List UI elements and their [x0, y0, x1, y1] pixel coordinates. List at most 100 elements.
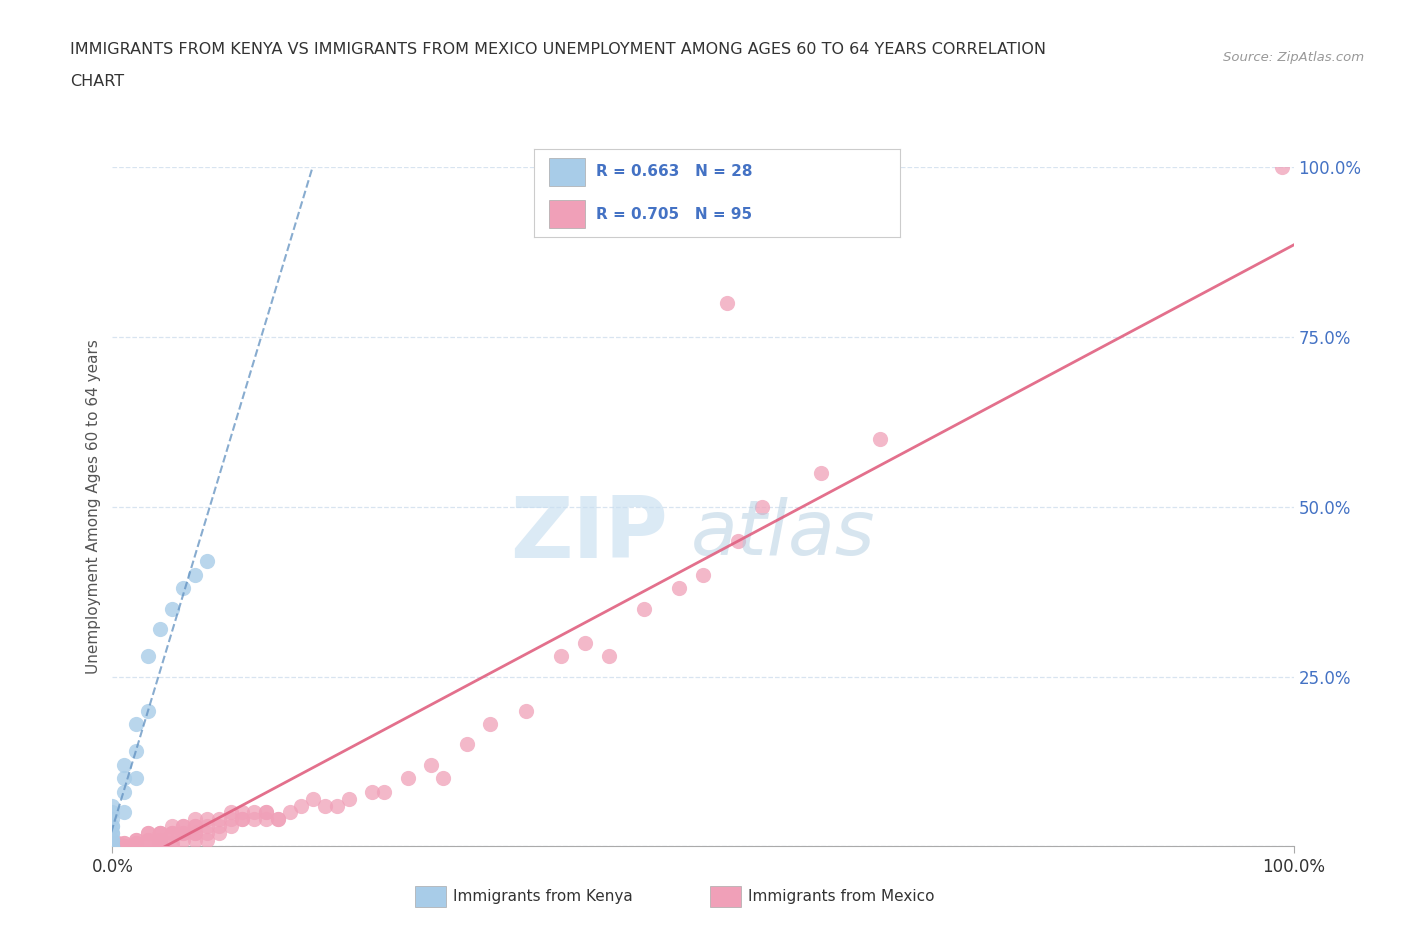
Point — [810, 466, 832, 481]
Point — [107, 839, 129, 854]
Point — [149, 832, 172, 847]
Point — [184, 825, 207, 840]
Point — [219, 805, 242, 820]
Point — [208, 818, 231, 833]
Point — [195, 832, 218, 847]
Point — [112, 835, 135, 850]
Point — [149, 621, 172, 636]
Point — [136, 832, 159, 847]
Point — [125, 744, 148, 759]
Text: IMMIGRANTS FROM KENYA VS IMMIGRANTS FROM MEXICO UNEMPLOYMENT AMONG AGES 60 TO 64: IMMIGRANTS FROM KENYA VS IMMIGRANTS FROM… — [70, 42, 1046, 57]
Point — [172, 818, 194, 833]
Point — [243, 812, 266, 827]
Point — [112, 771, 135, 786]
Point — [184, 567, 207, 582]
Point — [160, 835, 183, 850]
Point — [373, 785, 395, 800]
Point — [101, 839, 124, 854]
Point — [326, 798, 349, 813]
Point — [254, 812, 277, 827]
Point — [107, 835, 129, 850]
Point — [101, 839, 124, 854]
Point — [231, 812, 253, 827]
Point — [456, 737, 478, 752]
Point — [432, 771, 454, 786]
Point — [101, 832, 124, 847]
Point — [598, 649, 620, 664]
Point — [136, 649, 159, 664]
Point — [125, 832, 148, 847]
Point — [149, 825, 172, 840]
Point — [149, 835, 172, 850]
Point — [101, 839, 124, 854]
Point — [515, 703, 537, 718]
Point — [136, 825, 159, 840]
Point — [172, 818, 194, 833]
Point — [716, 296, 738, 311]
Point — [254, 805, 277, 820]
Point — [254, 805, 277, 820]
Point — [112, 835, 135, 850]
Text: Immigrants from Mexico: Immigrants from Mexico — [748, 889, 935, 904]
Point — [101, 839, 124, 854]
Point — [101, 839, 124, 854]
Point — [184, 812, 207, 827]
Point — [1271, 160, 1294, 175]
Point — [112, 839, 135, 854]
Point — [107, 839, 129, 854]
Point — [112, 839, 135, 854]
Point — [149, 839, 172, 854]
Point — [184, 818, 207, 833]
Text: CHART: CHART — [70, 74, 124, 89]
Text: R = 0.705   N = 95: R = 0.705 N = 95 — [596, 206, 752, 221]
Point — [160, 818, 183, 833]
Point — [112, 757, 135, 772]
Point — [125, 771, 148, 786]
Point — [361, 785, 384, 800]
Text: Source: ZipAtlas.com: Source: ZipAtlas.com — [1223, 51, 1364, 64]
Point — [160, 825, 183, 840]
Point — [574, 635, 596, 650]
FancyBboxPatch shape — [548, 158, 585, 186]
Point — [231, 805, 253, 820]
Point — [195, 825, 218, 840]
Point — [231, 812, 253, 827]
Point — [101, 832, 124, 847]
Point — [149, 825, 172, 840]
Point — [101, 835, 124, 850]
Point — [149, 825, 172, 840]
Point — [267, 812, 290, 827]
Point — [219, 818, 242, 833]
Point — [125, 835, 148, 850]
Point — [112, 839, 135, 854]
Point — [136, 825, 159, 840]
Point — [290, 798, 312, 813]
Point — [125, 835, 148, 850]
Point — [136, 703, 159, 718]
Point — [420, 757, 443, 772]
Point — [479, 717, 502, 732]
Point — [219, 812, 242, 827]
Point — [751, 499, 773, 514]
Point — [172, 832, 194, 847]
Point — [101, 818, 124, 833]
Point — [243, 805, 266, 820]
Point — [172, 581, 194, 596]
Point — [112, 805, 135, 820]
Point — [136, 839, 159, 854]
Point — [101, 839, 124, 854]
Point — [136, 832, 159, 847]
Point — [692, 567, 714, 582]
Text: R = 0.663   N = 28: R = 0.663 N = 28 — [596, 165, 754, 179]
Text: Immigrants from Kenya: Immigrants from Kenya — [453, 889, 633, 904]
Point — [160, 825, 183, 840]
Point — [101, 839, 124, 854]
Point — [267, 812, 290, 827]
Point — [668, 581, 690, 596]
Point — [172, 825, 194, 840]
Point — [160, 825, 183, 840]
Point — [101, 798, 124, 813]
Point — [184, 825, 207, 840]
Text: atlas: atlas — [692, 497, 876, 571]
Point — [112, 785, 135, 800]
